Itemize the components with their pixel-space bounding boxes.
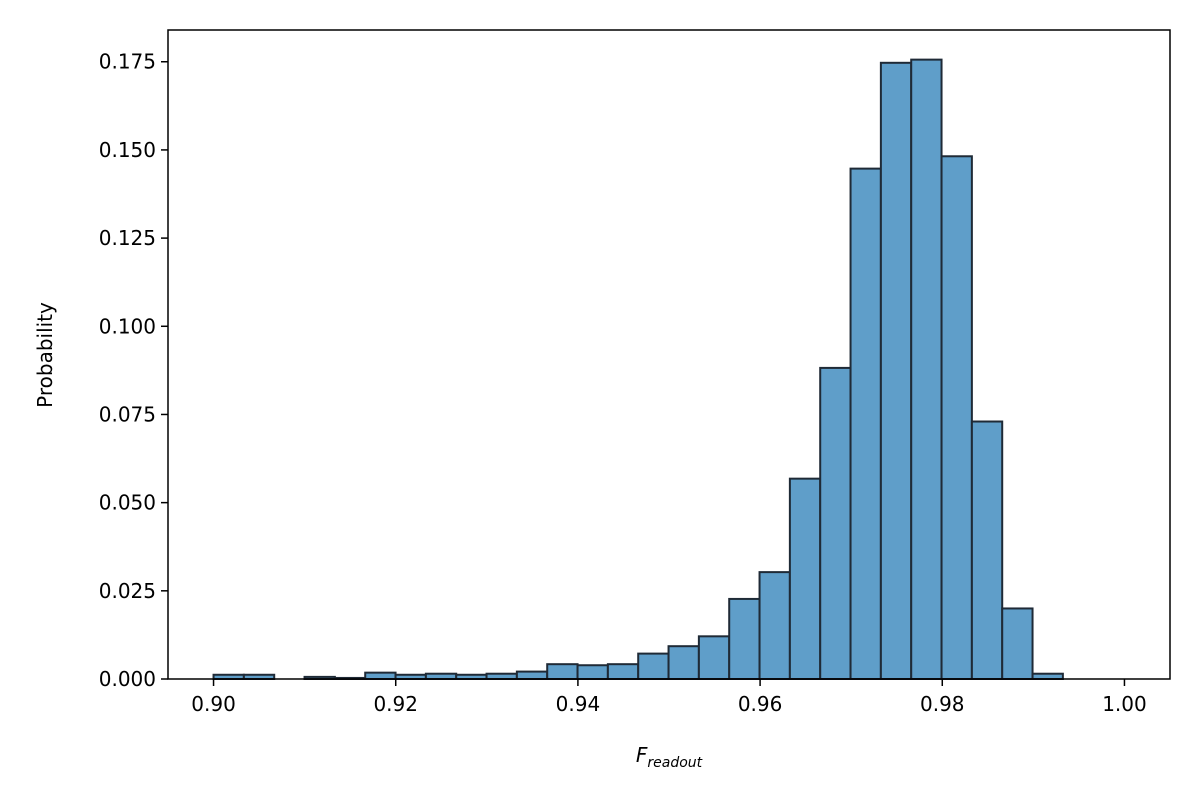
y-tick-label: 0.025 (99, 579, 156, 603)
histogram-bar (424, 672, 458, 680)
histogram-bar (576, 664, 609, 680)
histogram-bar (637, 652, 670, 681)
histogram-bar (515, 670, 549, 681)
histogram-bar (819, 366, 852, 680)
histogram-bar (970, 420, 1004, 680)
y-tick-label: 0.125 (99, 226, 156, 250)
x-tick-label: 0.96 (738, 692, 783, 716)
histogram-bar (1031, 672, 1064, 680)
histogram-bar (1001, 607, 1034, 681)
y-tick-label: 0.000 (99, 667, 156, 691)
y-tick-label: 0.075 (99, 402, 156, 426)
histogram-bar (940, 155, 973, 680)
histogram-bar (788, 477, 822, 680)
x-axis-label: Freadout (636, 743, 703, 771)
x-tick-label: 0.94 (556, 692, 601, 716)
y-tick-label: 0.100 (99, 314, 156, 338)
x-axis: 0.90 0.92 0.94 0.96 0.98 1.00 (191, 679, 1147, 716)
y-axis-label: Probability (33, 302, 57, 408)
x-tick-label: 0.90 (191, 692, 236, 716)
y-axis: 0.000 0.025 0.050 0.075 0.100 0.125 0.150 0.175 (99, 50, 168, 691)
histogram-bar (546, 663, 579, 680)
y-tick-label: 0.150 (99, 138, 156, 162)
x-tick-label: 1.00 (1102, 692, 1147, 716)
y-tick-label: 0.050 (99, 491, 156, 515)
histogram-bar (879, 61, 913, 680)
bars-group (212, 58, 1064, 681)
plot-frame (167, 29, 1171, 680)
histogram-bar (910, 58, 943, 681)
histogram-bar (485, 672, 518, 680)
histogram-bar (606, 663, 640, 680)
histogram-bar (667, 645, 700, 680)
histogram-bar (728, 597, 761, 681)
histogram-bar (849, 167, 882, 681)
x-tick-label: 0.98 (920, 692, 965, 716)
histogram-bar (364, 671, 397, 680)
x-tick-label: 0.92 (373, 692, 418, 716)
histogram-bar (758, 571, 791, 681)
histogram-bar (697, 635, 731, 680)
y-tick-label: 0.175 (99, 50, 156, 74)
